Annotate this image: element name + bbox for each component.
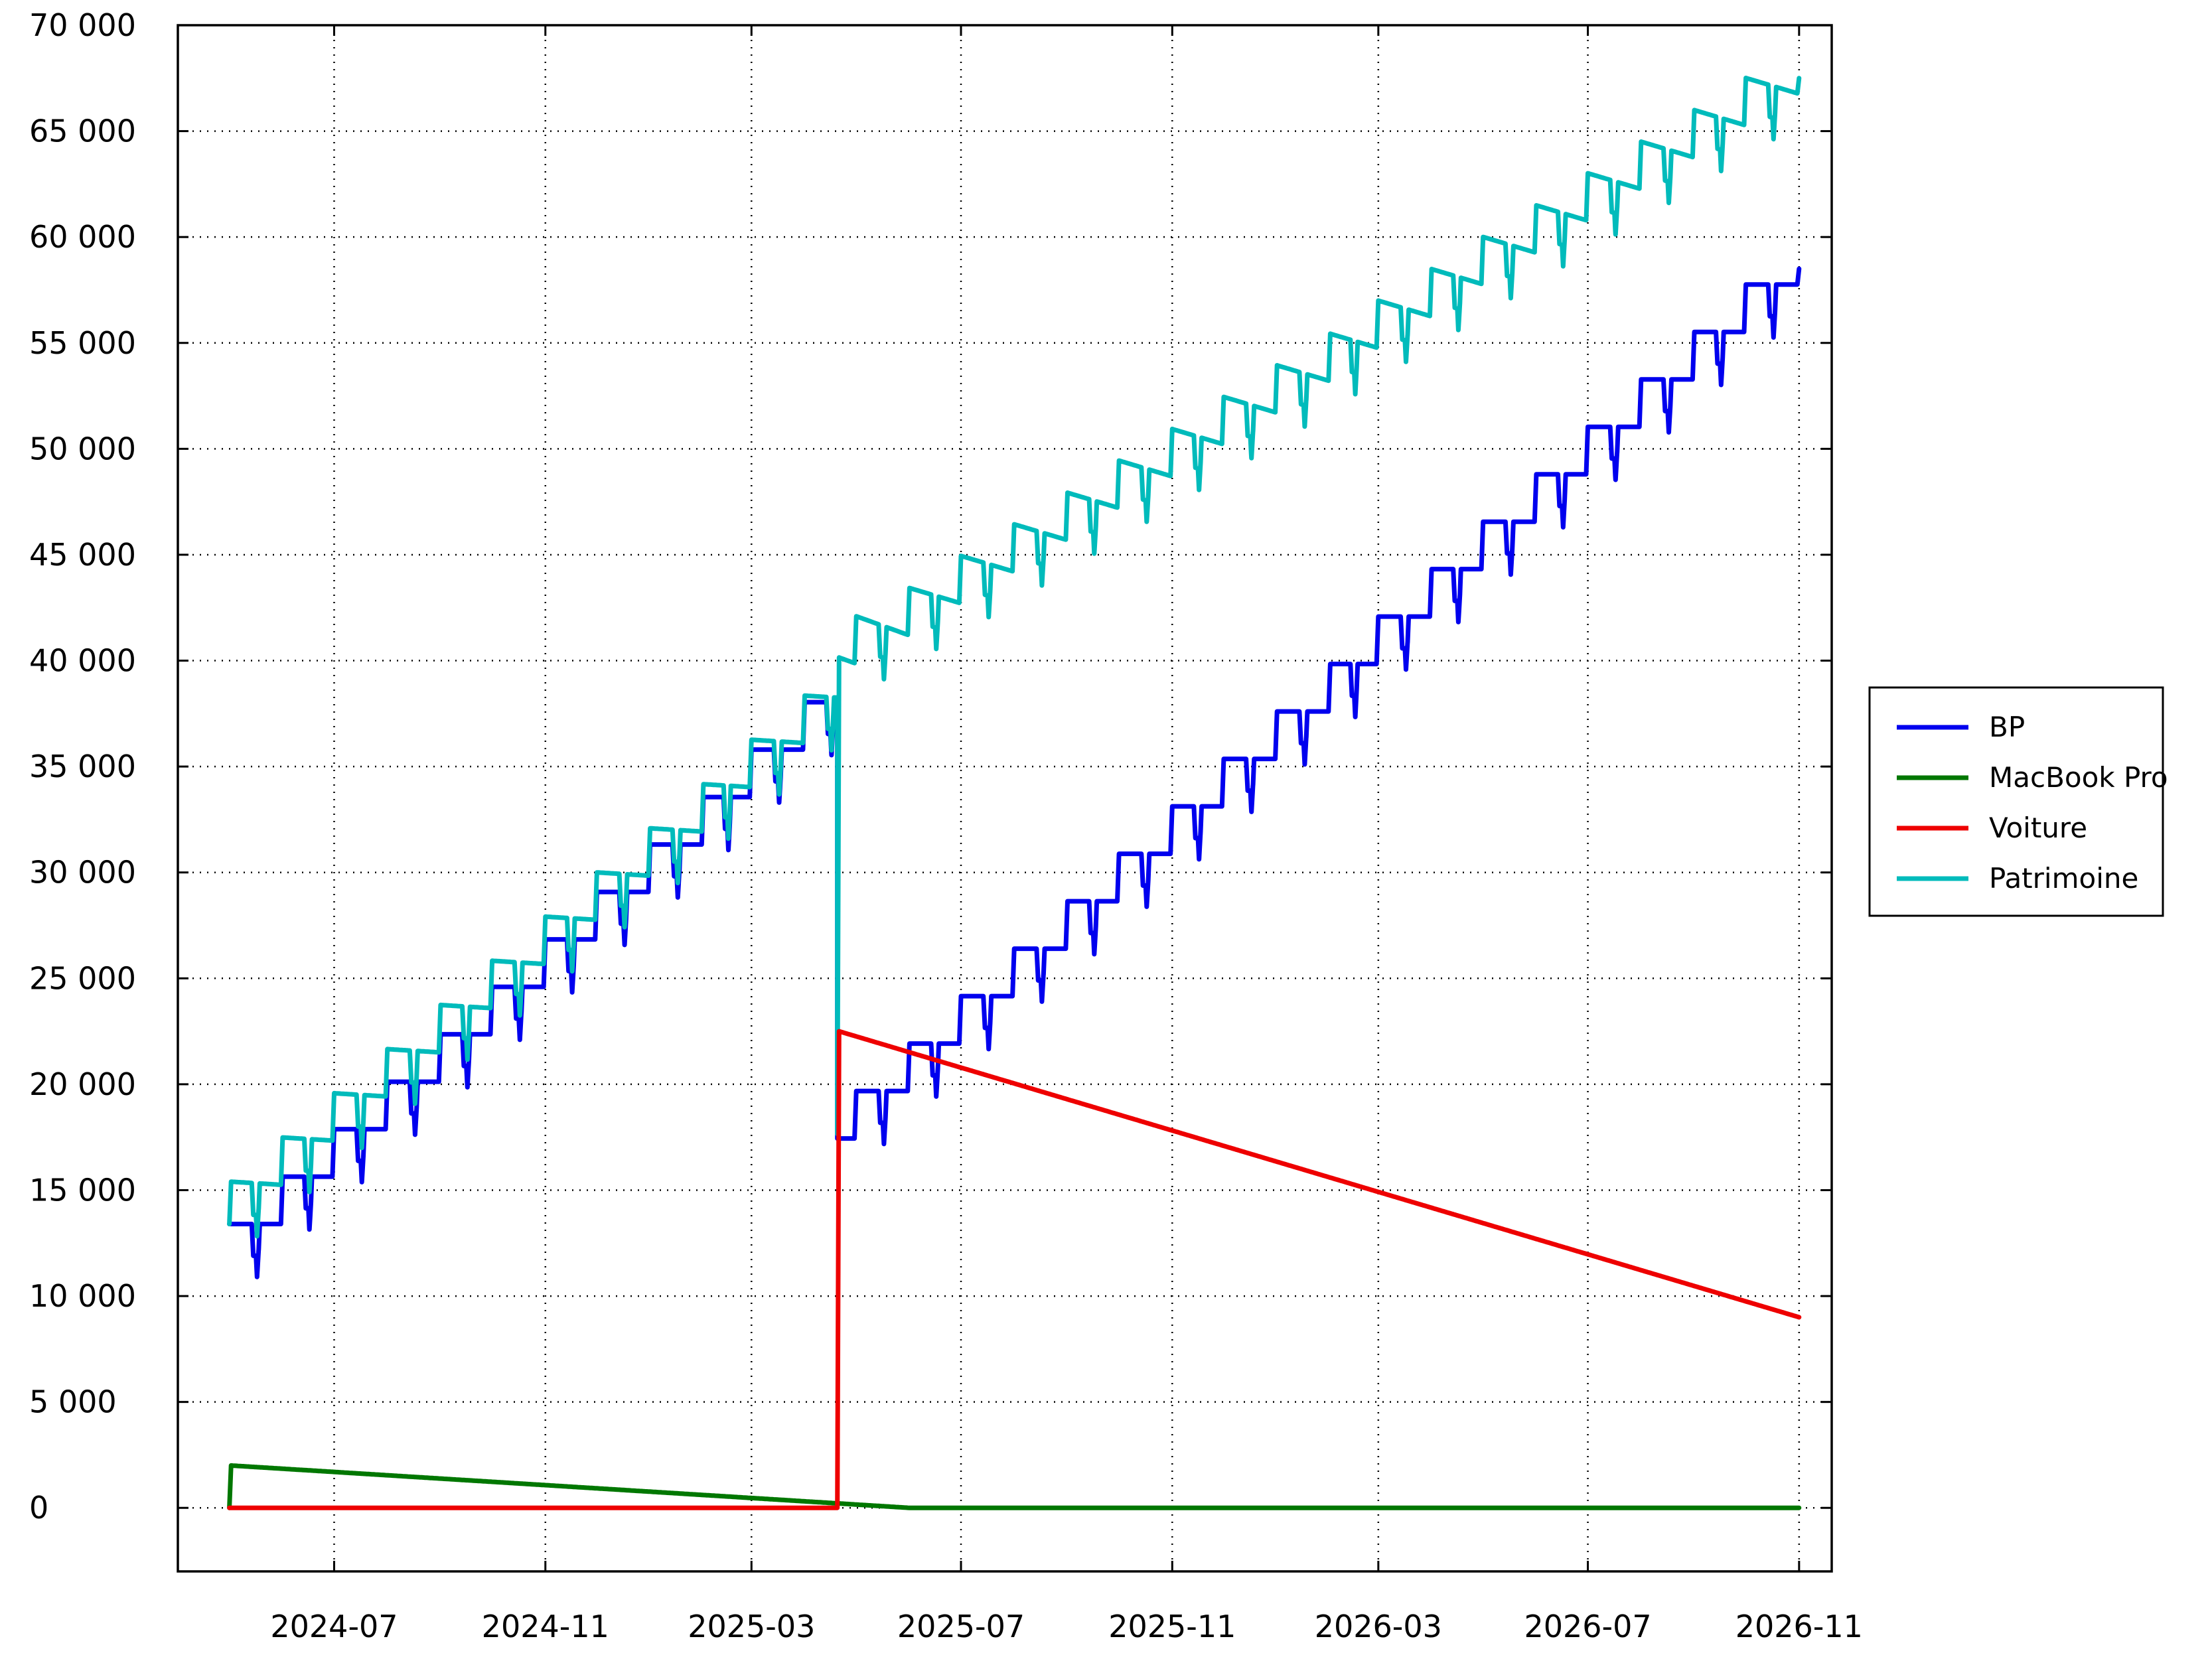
y-tick-label: 45 000 [29, 537, 136, 573]
y-tick-label: 10 000 [29, 1278, 136, 1314]
y-tick-label: 35 000 [29, 749, 136, 784]
x-tick-label: 2025-07 [897, 1609, 1025, 1644]
y-tick-label: 55 000 [29, 325, 136, 361]
y-tick-label: 20 000 [29, 1066, 136, 1102]
y-tick-label: 60 000 [29, 219, 136, 255]
y-tick-label: 25 000 [29, 960, 136, 996]
axis-ticks: 0 5 000 10 000 15 000 20 000 25 000 30 000 35 0… [29, 7, 1863, 1644]
x-tick-label: 2025-11 [1108, 1609, 1236, 1644]
grid [178, 24, 1832, 1571]
series-group [227, 76, 1802, 1510]
x-tick-label: 2026-11 [1735, 1609, 1863, 1644]
y-tick-label: 5 000 [29, 1384, 117, 1420]
legend-label: Voiture [1989, 812, 2087, 844]
series-line-patrimoine [227, 76, 1802, 1239]
series-line-macbook-pro [227, 1463, 1802, 1510]
y-tick-label: 0 [29, 1490, 48, 1526]
x-tick-label: 2024-11 [482, 1609, 609, 1644]
legend-label: BP [1989, 711, 2025, 743]
legend-label: MacBook Pro [1989, 761, 2168, 794]
y-tick-label: 40 000 [29, 643, 136, 679]
y-tick-label: 70 000 [29, 7, 136, 43]
plot-frame [177, 24, 1833, 1573]
series-line-voiture [227, 1029, 1802, 1510]
y-tick-label: 50 000 [29, 431, 136, 467]
y-tick-label: 15 000 [29, 1172, 136, 1208]
legend: BP MacBook Pro Voiture Patrimoine [1868, 686, 2168, 917]
y-tick-label: 30 000 [29, 855, 136, 891]
x-tick-label: 2024-07 [270, 1609, 398, 1644]
x-tick-label: 2026-03 [1315, 1609, 1442, 1644]
x-tick-label: 2025-03 [688, 1609, 815, 1644]
series-line-bp [227, 266, 1802, 1279]
legend-label: Patrimoine [1989, 862, 2138, 895]
y-tick-label: 65 000 [29, 113, 136, 149]
x-tick-label: 2026-07 [1524, 1609, 1651, 1644]
